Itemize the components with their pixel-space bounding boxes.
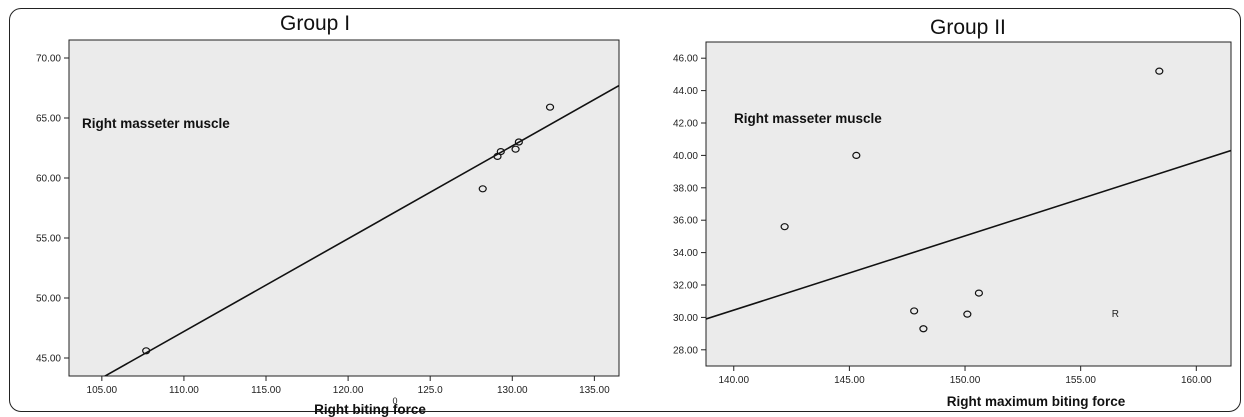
g2-data-point (852, 151, 861, 159)
g1-y-tick-label: 65.00 (36, 114, 61, 125)
g2-data-point (780, 223, 789, 231)
g2-y-tick-label: 40.00 (673, 151, 698, 162)
g1-plot-area (68, 39, 620, 377)
g2-fit-line (706, 149, 1231, 320)
g1-stray-label: 0 (392, 396, 397, 406)
g1-y-tick-label: 50.00 (36, 294, 61, 305)
g1-data-point (478, 185, 487, 193)
g2-annotation: Right masseter muscle (734, 111, 882, 126)
g2-x-tick-label: 160.00 (1181, 375, 1212, 386)
g2-x-tick-label: 150.00 (950, 375, 981, 386)
g2-x-axis-label: Right maximum biting force (947, 394, 1126, 409)
g2-data-point (1155, 67, 1164, 75)
g2-y-tick-label: 28.00 (673, 345, 698, 356)
g1-x-tick-label: 110.00 (169, 385, 199, 396)
g2-y-tick-label: 44.00 (673, 86, 698, 97)
g1-data-point (496, 148, 505, 156)
left-chart-title: Group I (276, 12, 355, 36)
g1-x-tick-label: 135.00 (579, 385, 610, 396)
g1-fit-line (103, 84, 619, 376)
g2-y-tick-label: 42.00 (673, 119, 698, 130)
g2-data-point (910, 307, 919, 315)
g2-y-tick-label: 38.00 (673, 183, 698, 194)
g1-x-axis-label: Right biting force (314, 402, 426, 417)
g1-y-tick-label: 60.00 (36, 174, 61, 185)
g1-x-tick-label: 115.00 (251, 385, 281, 396)
g2-y-tick-label: 30.00 (673, 313, 698, 324)
figure-frame (9, 8, 1241, 412)
g1-data-point (142, 347, 151, 355)
g2-x-tick-label: 145.00 (834, 375, 865, 386)
g1-data-point (514, 138, 523, 146)
g2-x-tick-label: 155.00 (1065, 375, 1096, 386)
g1-y-tick-label: 45.00 (36, 354, 61, 365)
g2-y-tick-label: 32.00 (673, 281, 698, 292)
g2-y-tick-label: 34.00 (673, 248, 698, 259)
right-chart-title: Group II (926, 16, 1010, 40)
g1-x-tick-label: 125.0 (418, 385, 443, 396)
g2-data-point (974, 289, 984, 297)
g2-data-point (963, 310, 972, 318)
g2-stray-label: R (1112, 309, 1119, 320)
g1-x-tick-label: 130.00 (497, 385, 528, 396)
g2-data-point (919, 325, 928, 333)
g1-data-point (545, 103, 555, 111)
g2-y-tick-label: 46.00 (673, 54, 698, 65)
g2-y-tick-label: 36.00 (673, 216, 698, 227)
g1-data-point (511, 145, 520, 153)
g1-y-tick-label: 70.00 (36, 54, 61, 65)
g1-x-tick-label: 105.00 (87, 385, 118, 396)
g2-x-tick-label: 140.00 (718, 375, 749, 386)
g1-y-tick-label: 55.00 (36, 234, 61, 245)
g2-plot-area (705, 41, 1232, 367)
g1-x-tick-label: 120.00 (333, 385, 364, 396)
g1-annotation: Right masseter muscle (82, 116, 230, 131)
